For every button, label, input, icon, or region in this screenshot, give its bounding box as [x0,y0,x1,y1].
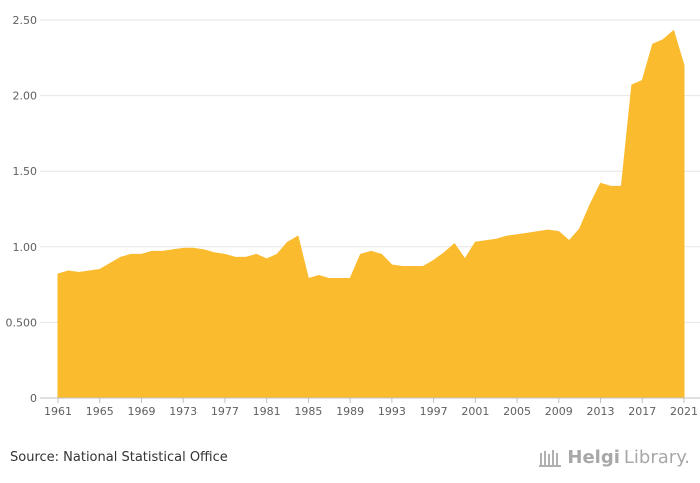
chart-svg: 0 0.500 1.00 1.50 2.00 2.50 1961 1965 1969 1973 19… [6,14,700,418]
y-tick-label: 0 [30,392,37,405]
brand-logo[interactable]: Helgi Library. [539,447,690,468]
y-tick-label: 1.00 [13,241,38,254]
x-tick-label: 1961 [44,405,72,418]
x-tick-label: 2017 [628,405,656,418]
x-tick-label: 1973 [169,405,197,418]
x-tick-label: 1969 [127,405,155,418]
y-tick-label: 0.500 [6,316,38,329]
x-tick-label: 1981 [253,405,281,418]
area-series [57,30,685,399]
x-tick-label: 1997 [420,405,448,418]
x-tick-label: 2013 [587,405,615,418]
x-tick-label: 2001 [461,405,489,418]
x-tick-label: 1977 [211,405,239,418]
x-tick-label: 2009 [545,405,573,418]
brand-name-bold: Helgi [567,447,620,468]
source-note: Source: National Statistical Office [10,450,228,465]
y-tick-label: 2.00 [13,90,38,103]
brand-name-light: Library. [623,447,690,468]
y-tick-label: 1.50 [13,165,38,178]
x-tick-label: 1965 [86,405,114,418]
x-tick-label: 2005 [503,405,531,418]
x-tick-label: 1985 [294,405,322,418]
y-tick-label: 2.50 [13,14,38,27]
library-icon [539,449,562,467]
x-tick-label: 1989 [336,405,364,418]
x-tick-label: 2021 [670,405,698,418]
area-chart: 0 0.500 1.00 1.50 2.00 2.50 1961 1965 1969 1973 19… [6,14,700,418]
x-tick-label: 1993 [378,405,406,418]
